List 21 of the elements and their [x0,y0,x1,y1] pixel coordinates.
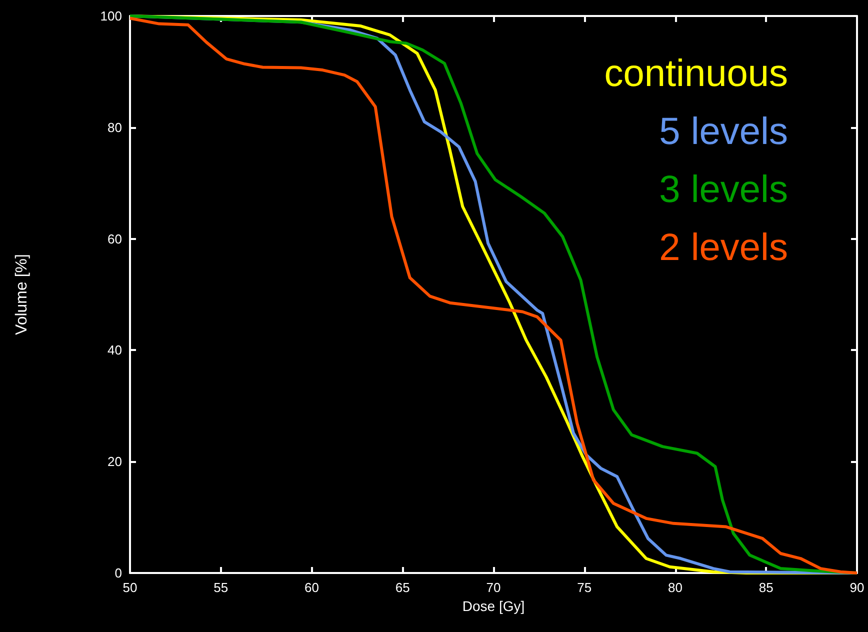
x-tick-label: 90 [850,580,864,595]
text: 5 levels [659,111,788,153]
x-tick-label: 65 [395,580,410,595]
x-axis-title: Dose [Gy] [462,598,525,614]
text: continuous [604,53,788,95]
y-tick-label: 40 [108,342,122,358]
y-tick-label: 100 [100,8,122,24]
x-tick-label: 50 [122,580,138,595]
x-tick-label: 85 [758,580,774,595]
text: 3 levels [659,169,788,211]
y-tick-label: 20 [108,454,122,470]
y-tick-label: 0 [114,566,122,580]
x-tick-label: 60 [304,580,319,595]
x-tick-label: 80 [668,580,682,595]
y-tick-label: 80 [108,120,122,135]
x-tick-label: 75 [577,580,592,595]
y-axis-title: Volume [%] [14,254,30,335]
y-tick-label: 60 [108,231,122,246]
x-tick-label: 55 [214,580,228,595]
x-tick-label: 70 [486,580,501,595]
text: 2 levels [659,227,788,269]
